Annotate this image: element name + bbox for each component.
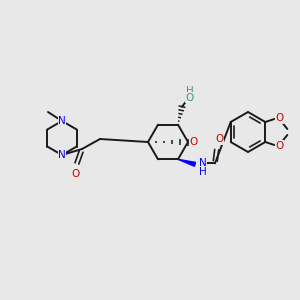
Text: O: O: [275, 113, 284, 123]
Text: H: H: [199, 167, 207, 177]
Text: O: O: [190, 137, 198, 147]
Text: O: O: [215, 134, 223, 144]
Text: O: O: [71, 169, 79, 179]
Text: O: O: [186, 93, 194, 103]
Text: N: N: [58, 116, 66, 126]
Polygon shape: [178, 159, 196, 166]
Text: O: O: [275, 141, 284, 151]
Text: N: N: [199, 158, 207, 168]
Text: N: N: [58, 150, 66, 160]
Text: H: H: [186, 86, 194, 96]
